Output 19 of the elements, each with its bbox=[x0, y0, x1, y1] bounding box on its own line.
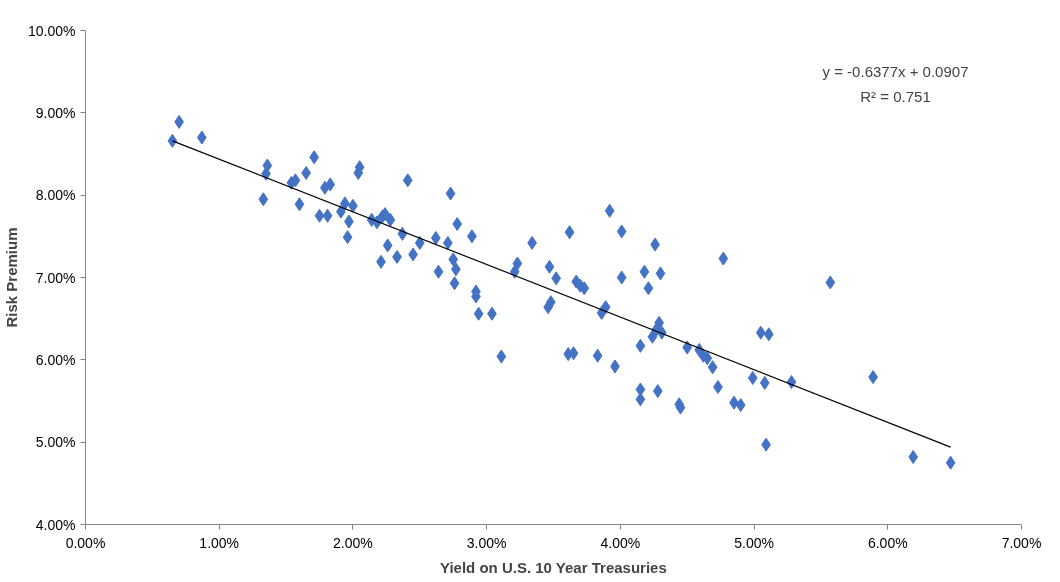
y-tick-label: 10.00% bbox=[28, 22, 76, 39]
x-axis-title: Yield on U.S. 10 Year Treasuries bbox=[439, 558, 667, 576]
y-tick-label: 5.00% bbox=[35, 434, 76, 451]
y-tick-label: 8.00% bbox=[35, 187, 76, 204]
annotation: y = -0.6377x + 0.0907 bbox=[822, 62, 969, 80]
y-axis-title: Risk Premium bbox=[3, 227, 21, 328]
x-tick-label: 0.00% bbox=[65, 534, 106, 551]
y-tick-label: 7.00% bbox=[35, 269, 76, 286]
x-tick-label: 3.00% bbox=[466, 534, 507, 551]
annotation: R² = 0.751 bbox=[860, 87, 931, 105]
x-tick-label: 2.00% bbox=[333, 534, 373, 551]
x-tick-label: 4.00% bbox=[600, 534, 641, 551]
x-tick-label: 1.00% bbox=[199, 534, 240, 551]
y-tick-label: 9.00% bbox=[35, 104, 76, 121]
x-tick-label: 6.00% bbox=[867, 534, 908, 551]
y-tick-label: 4.00% bbox=[35, 516, 76, 533]
y-tick-label: 6.00% bbox=[35, 351, 76, 368]
x-tick-label: 5.00% bbox=[734, 534, 774, 551]
x-tick-label: 7.00% bbox=[1001, 534, 1042, 551]
